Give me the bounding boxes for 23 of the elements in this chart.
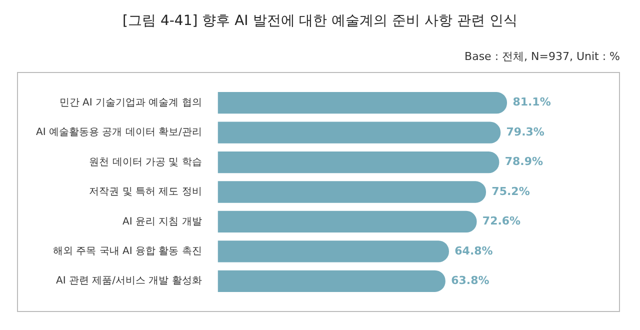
bar xyxy=(218,210,477,233)
bar xyxy=(218,122,501,144)
data-label: 64.8% xyxy=(454,244,493,258)
bar xyxy=(218,151,500,174)
y-tick-label: AI 윤리 지침 개발 xyxy=(122,216,202,228)
bar xyxy=(218,240,449,262)
chart-title: [그림 4-41] 향후 AI 발전에 대한 예술계의 준비 사항 관련 인식 xyxy=(122,12,518,30)
y-tick-label: 민간 AI 기술기업과 예술계 협의 xyxy=(59,97,202,108)
y-tick-label: 저작권 및 특허 제도 정비 xyxy=(89,186,202,198)
y-tick-label: AI 관련 제품/서비스 개발 활성화 xyxy=(56,276,202,287)
y-tick-label: 원천 데이터 가공 및 학습 xyxy=(89,156,202,168)
data-label: 78.9% xyxy=(504,155,544,168)
text: Base : 전체, N=937, Unit : % xyxy=(464,49,620,64)
data-label: 72.6% xyxy=(482,214,521,228)
data-label: 63.8% xyxy=(451,274,490,287)
y-tick-label: AI 예술활동용 공개 데이터 확보/관리 xyxy=(36,127,202,138)
data-label: 75.2% xyxy=(492,184,530,198)
y-tick-label: 해외 주목 국내 AI 융합 활동 촉진 xyxy=(53,246,202,258)
bar xyxy=(218,270,446,292)
bar xyxy=(218,181,486,203)
data-label: 81.1% xyxy=(512,96,551,109)
bar xyxy=(218,92,508,114)
data-label: 79.3% xyxy=(506,125,544,138)
